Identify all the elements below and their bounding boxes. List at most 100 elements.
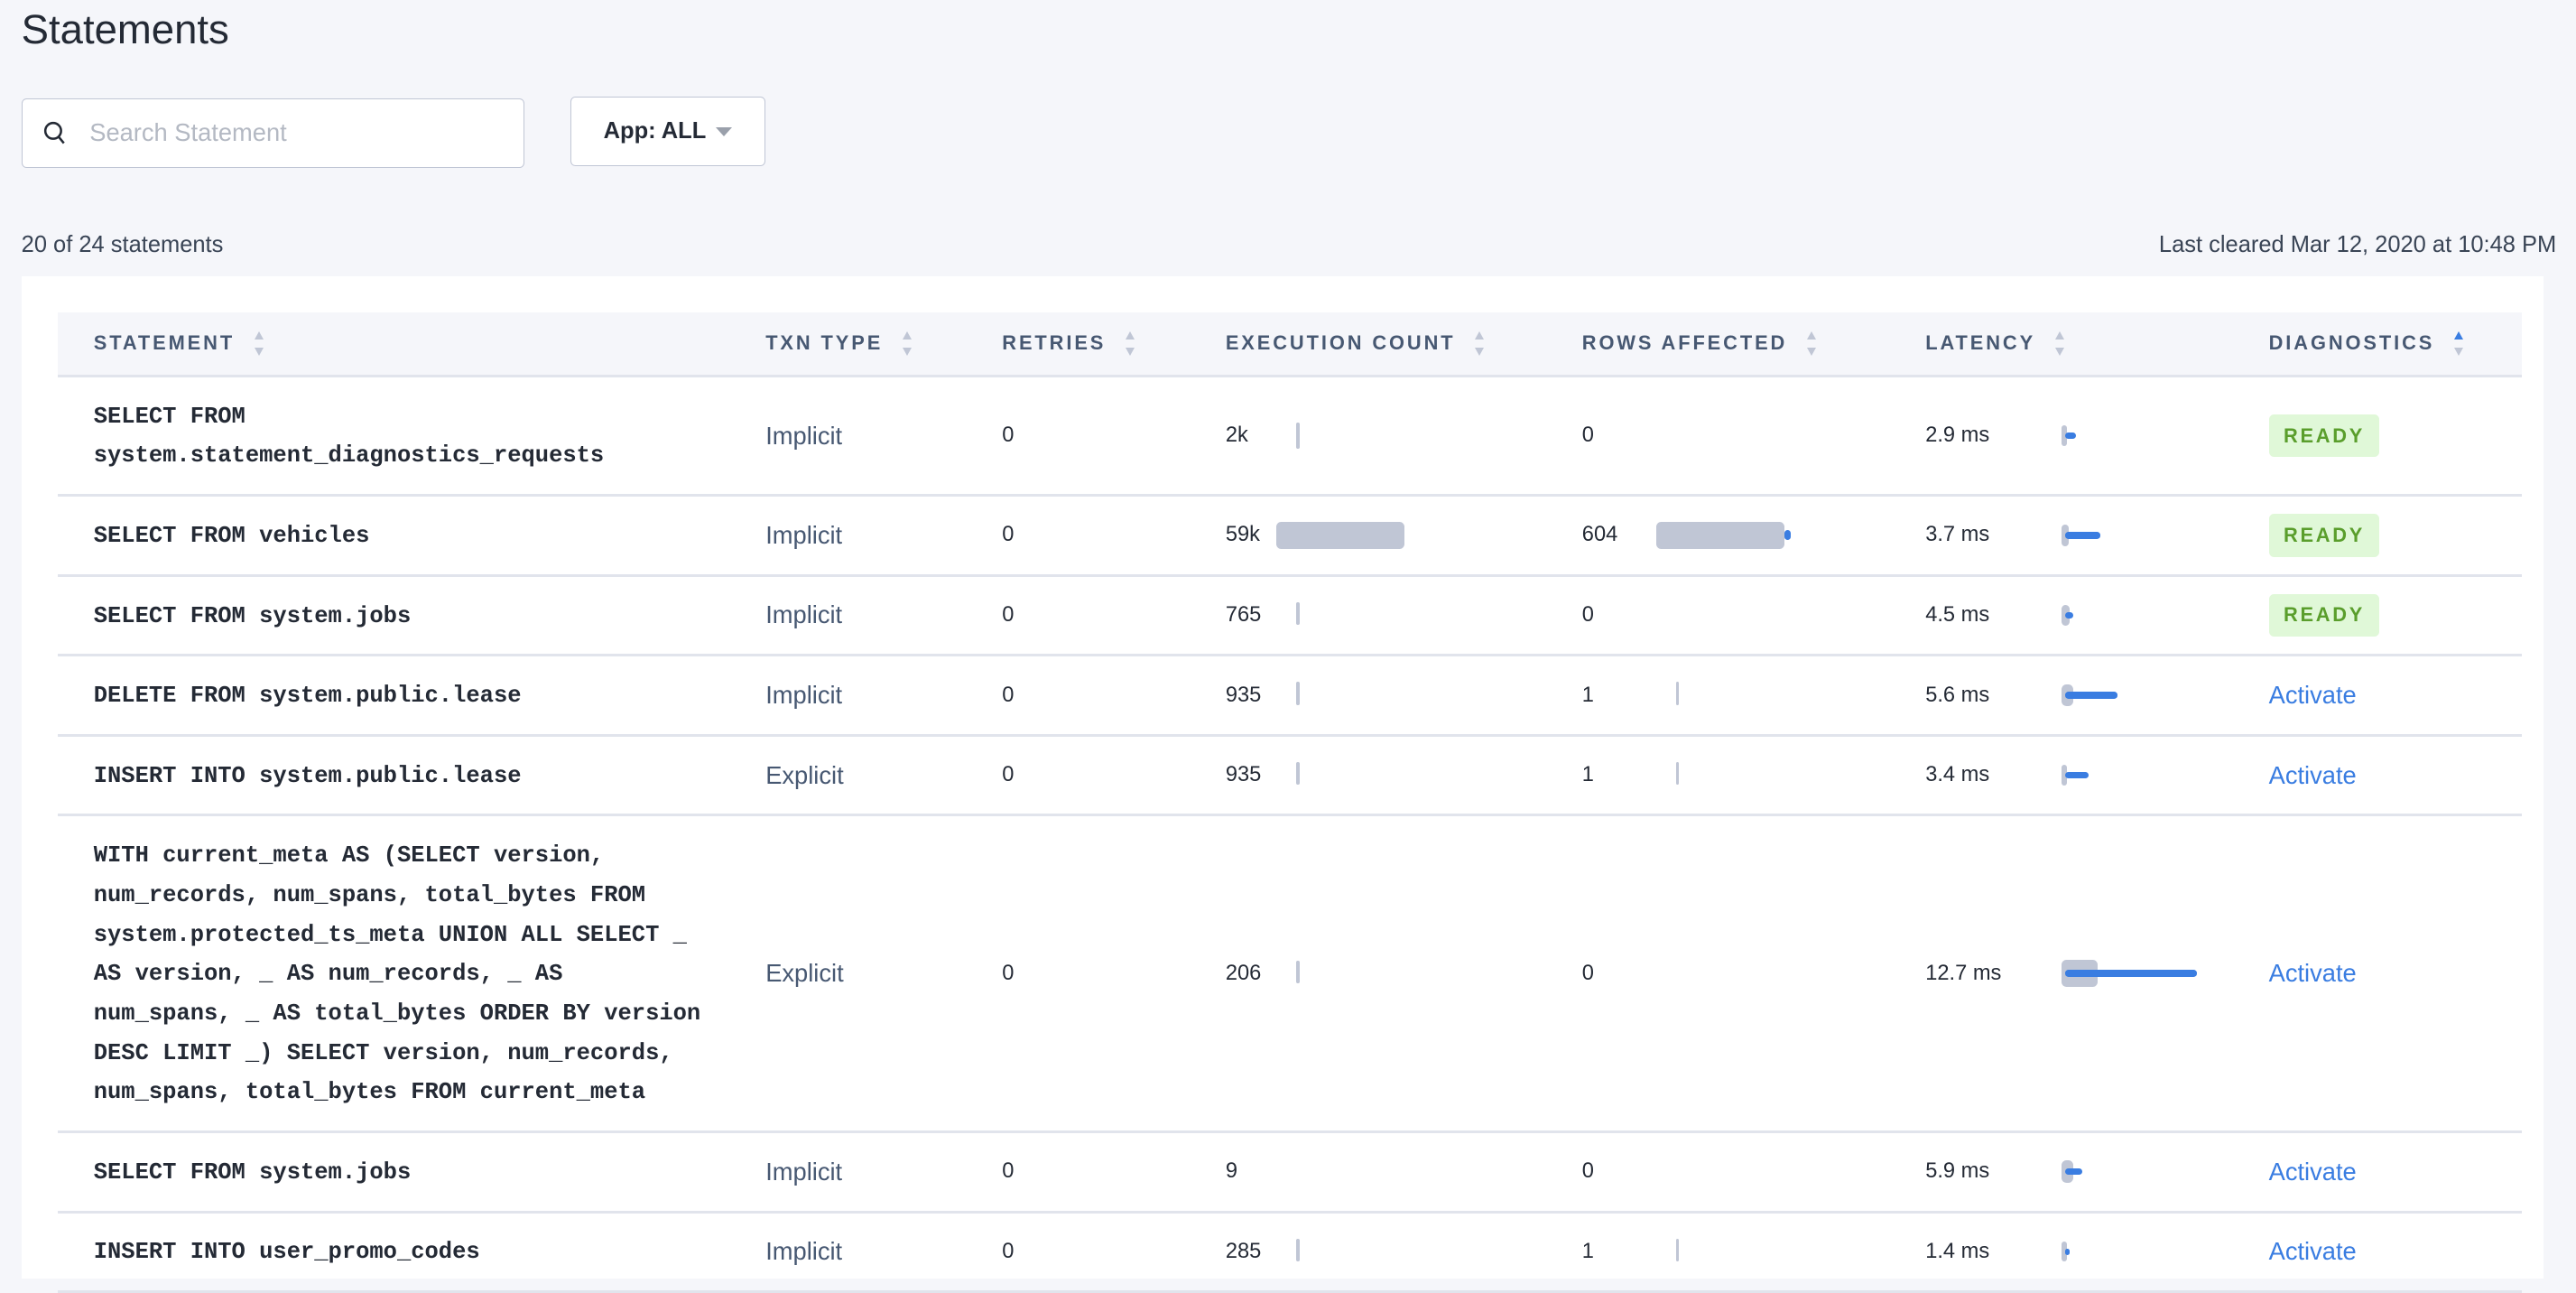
rows-affected-bar <box>1676 1239 1680 1261</box>
rows-affected-bar-track <box>1656 1239 1791 1265</box>
execution-count-bar-track <box>1276 961 1411 987</box>
latency-bar <box>2062 421 2210 451</box>
app-filter-label: App: ALL <box>604 118 707 144</box>
table-row[interactable]: INSERT INTO user_promo_codes Implicit 0 … <box>58 1214 2522 1293</box>
statement-text[interactable]: INSERT INTO user_promo_codes <box>94 1214 709 1291</box>
txn-type: Explicit <box>765 959 1002 988</box>
execution-count-bar <box>1296 961 1300 983</box>
latency-mean-bar <box>2065 532 2100 538</box>
table-row[interactable]: DELETE FROM system.public.lease Implicit… <box>58 656 2522 737</box>
rows-affected-bar-track <box>1656 961 1791 987</box>
sort-icon[interactable] <box>903 331 912 356</box>
column-header-label: ROWS AFFECTED <box>1582 331 1787 355</box>
sort-up-icon <box>903 331 912 340</box>
statements-table: STATEMENT TXN TYPE RETRIES EXECUTION COU… <box>58 312 2522 1293</box>
execution-count-bar-track <box>1276 762 1411 788</box>
table-row[interactable]: WITH current_meta AS (SELECT version, nu… <box>58 816 2522 1133</box>
table-row[interactable]: SELECT FROM vehicles Implicit 0 59k 604 … <box>58 497 2522 577</box>
search-box[interactable] <box>22 98 524 167</box>
execution-count: 285 <box>1226 1240 1276 1264</box>
statement-text[interactable]: SELECT FROM system.statement_diagnostics… <box>94 377 709 494</box>
sort-up-icon <box>255 331 264 340</box>
statement-text[interactable]: SELECT FROM system.jobs <box>94 577 709 655</box>
execution-count-bar-track <box>1276 602 1411 628</box>
execution-count-bar-track <box>1276 1158 1411 1185</box>
search-input[interactable] <box>87 117 487 150</box>
latency-mean-bar <box>2065 433 2076 439</box>
table-row[interactable]: SELECT FROM system.statement_diagnostics… <box>58 377 2522 497</box>
app-filter-dropdown[interactable]: App: ALL <box>570 97 766 165</box>
retries: 0 <box>1002 684 1226 708</box>
sort-up-icon <box>2055 331 2064 340</box>
activate-link[interactable]: Activate <box>2269 1158 2357 1186</box>
column-header-rows-affected[interactable]: ROWS AFFECTED <box>1582 331 1925 356</box>
latency-bar <box>2062 1237 2210 1267</box>
statements-page: Statements App: ALL 20 of 24 statements … <box>0 0 2576 1266</box>
execution-count: 2k <box>1226 423 1276 448</box>
retries: 0 <box>1002 523 1226 547</box>
sort-down-icon <box>2055 348 2064 356</box>
latency-bar <box>2062 1157 2210 1186</box>
diagnostics-cell: READY <box>2269 514 2522 557</box>
sort-icon[interactable] <box>2055 331 2064 356</box>
diagnostics-cell: Activate <box>2269 1158 2522 1186</box>
statement-text[interactable]: WITH current_meta AS (SELECT version, nu… <box>94 816 709 1130</box>
statement-text[interactable]: SELECT FROM vehicles <box>94 497 709 574</box>
txn-type: Implicit <box>765 422 1002 451</box>
sort-down-icon <box>1807 348 1816 356</box>
column-header-statement[interactable]: STATEMENT <box>58 331 766 356</box>
column-header-label: LATENCY <box>1925 331 2035 355</box>
column-header-diagnostics[interactable]: DIAGNOSTICS <box>2269 331 2522 356</box>
statement-text[interactable]: SELECT FROM system.jobs <box>94 1133 709 1211</box>
execution-count: 9 <box>1226 1159 1276 1184</box>
sort-icon[interactable] <box>2454 331 2463 356</box>
rows-affected-bar <box>1656 522 1784 548</box>
last-cleared: Last cleared Mar 12, 2020 at 10:48 PM <box>2159 232 2556 258</box>
ready-badge: READY <box>2269 414 2380 458</box>
sort-icon[interactable] <box>1475 331 1484 356</box>
column-header-label: TXN TYPE <box>765 331 883 355</box>
latency: 3.7 ms <box>1925 523 2062 547</box>
latency-mean-bar <box>2065 1168 2082 1175</box>
rows-affected: 604 <box>1582 523 1656 547</box>
statement-text[interactable]: DELETE FROM system.public.lease <box>94 656 709 734</box>
latency: 12.7 ms <box>1925 962 2062 986</box>
table-row[interactable]: INSERT INTO system.public.lease Explicit… <box>58 737 2522 817</box>
txn-type: Explicit <box>765 761 1002 790</box>
rows-affected: 1 <box>1582 684 1656 708</box>
statement-text[interactable]: INSERT INTO system.public.lease <box>94 737 709 814</box>
rows-affected: 0 <box>1582 1159 1656 1184</box>
execution-count-bar-track <box>1276 1239 1411 1265</box>
sort-up-icon <box>1475 331 1484 340</box>
rows-affected-bar-track <box>1656 522 1791 548</box>
statements-card: STATEMENT TXN TYPE RETRIES EXECUTION COU… <box>22 276 2544 1279</box>
activate-link[interactable]: Activate <box>2269 959 2357 987</box>
rows-affected: 0 <box>1582 423 1656 448</box>
activate-link[interactable]: Activate <box>2269 761 2357 789</box>
diagnostics-cell: Activate <box>2269 681 2522 710</box>
execution-count-bar <box>1296 1239 1300 1261</box>
column-header-execution-count[interactable]: EXECUTION COUNT <box>1226 331 1582 356</box>
column-header-txn-type[interactable]: TXN TYPE <box>765 331 1002 356</box>
execution-count: 935 <box>1226 684 1276 708</box>
column-header-retries[interactable]: RETRIES <box>1002 331 1226 356</box>
activate-link[interactable]: Activate <box>2269 681 2357 709</box>
sort-icon[interactable] <box>1126 331 1135 356</box>
txn-type: Implicit <box>765 521 1002 550</box>
latency-bar <box>2062 600 2210 630</box>
activate-link[interactable]: Activate <box>2269 1237 2357 1265</box>
table-row[interactable]: SELECT FROM system.jobs Implicit 0 9 0 5… <box>58 1133 2522 1214</box>
txn-type: Implicit <box>765 600 1002 629</box>
column-header-latency[interactable]: LATENCY <box>1925 331 2268 356</box>
retries: 0 <box>1002 603 1226 628</box>
sort-icon[interactable] <box>255 331 264 356</box>
retries: 0 <box>1002 423 1226 448</box>
latency: 1.4 ms <box>1925 1240 2062 1264</box>
sort-down-icon <box>1126 348 1135 356</box>
table-row[interactable]: SELECT FROM system.jobs Implicit 0 765 0… <box>58 577 2522 657</box>
sort-icon[interactable] <box>1807 331 1816 356</box>
caret-down-icon <box>716 127 732 136</box>
rows-affected: 0 <box>1582 962 1656 986</box>
sort-down-icon <box>2454 348 2463 356</box>
latency-bar <box>2062 681 2210 711</box>
